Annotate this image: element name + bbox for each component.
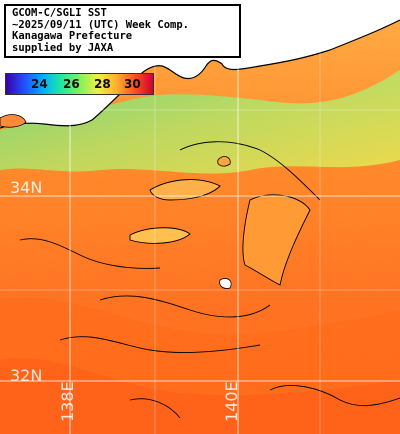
lat-label-34n: 34N xyxy=(10,178,43,197)
colorbar-gradient xyxy=(6,74,153,94)
hot-sea-patch xyxy=(0,357,400,434)
lat-label-32n: 32N xyxy=(10,366,43,385)
colorbar: 24 26 28 30 xyxy=(5,73,154,95)
colorbar-tick: 30 xyxy=(124,77,141,91)
colorbar-tick: 26 xyxy=(63,77,80,91)
supplier-label: supplied by JAXA xyxy=(12,41,114,54)
sst-contours xyxy=(19,141,400,419)
region-label: Kanagawa Prefecture xyxy=(12,30,133,43)
lon-label-138e: 138E xyxy=(58,381,77,422)
product-title: GCOM-C/SGLI SST xyxy=(12,7,107,19)
date-label: ~2025/09/11 (UTC) Week Comp. xyxy=(12,18,190,31)
cool-coastal-band xyxy=(0,70,400,174)
lon-label-140e: 140E xyxy=(222,381,241,422)
info-box: GCOM-C/SGLI SST ~2025/09/11 (UTC) Week C… xyxy=(4,4,241,58)
colorbar-tick: 24 xyxy=(31,77,48,91)
coastline-north xyxy=(0,19,400,129)
colorbar-tick: 28 xyxy=(94,77,111,91)
